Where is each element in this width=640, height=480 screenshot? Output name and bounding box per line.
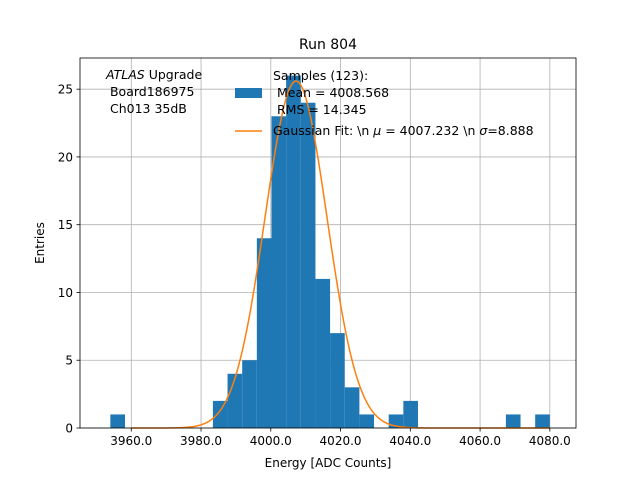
histogram-bar: [242, 360, 257, 428]
x-tick-label: 4040.0: [389, 434, 431, 448]
histogram-bar: [227, 373, 243, 428]
histogram-bars: [110, 75, 550, 429]
histogram-bar: [286, 75, 301, 428]
histogram-bar: [315, 278, 331, 428]
histogram-bar: [403, 400, 418, 428]
legend-samples-line-1: Samples (123):: [273, 68, 368, 83]
x-tick-label: 4080.0: [529, 434, 571, 448]
plot-frame: [79, 57, 577, 429]
y-tick-label: 20: [58, 150, 73, 164]
y-tick-label: 10: [58, 286, 73, 300]
legend-samples-line-2: Mean = 4008.568: [273, 85, 389, 100]
legend-samples-swatch: [235, 88, 262, 98]
histogram-bar: [271, 116, 287, 429]
annotation-line-1: ATLAS Upgrade: [105, 67, 202, 82]
annotation-line-2: Board186975: [106, 84, 194, 99]
x-tick-label: 3960.0: [110, 434, 152, 448]
x-axis-label: Energy [ADC Counts]: [265, 456, 392, 470]
annotation-line-3: Ch013 35dB: [106, 101, 187, 116]
histogram-bar: [359, 414, 375, 428]
histogram-bar: [344, 387, 360, 428]
x-tick-label: 4000.0: [250, 434, 292, 448]
histogram-bar: [110, 414, 125, 428]
x-tick-label: 3980.0: [180, 434, 222, 448]
grid: [80, 58, 576, 429]
legend: Samples (123): Mean = 4008.568 RMS = 14.…: [235, 68, 534, 138]
y-tick-label: 25: [58, 83, 73, 97]
y-tick-label: 15: [58, 218, 73, 232]
chart-title: Run 804: [299, 37, 357, 53]
x-tick-label: 4060.0: [459, 434, 501, 448]
legend-samples-line-3: RMS = 14.345: [273, 102, 367, 117]
histogram-bar: [330, 333, 345, 428]
legend-fit-label: Gaussian Fit: \n μ = 4007.232 \n σ=8.888: [273, 123, 534, 138]
atlas-annotation: ATLAS Upgrade Board186975 Ch013 35dB: [105, 67, 202, 116]
histogram-bar: [300, 102, 316, 428]
y-tick-label: 0: [65, 422, 73, 436]
histogram-bar: [535, 414, 550, 428]
x-tick-label: 4020.0: [320, 434, 362, 448]
y-axis-label: Entries: [33, 222, 47, 264]
x-axis-ticks: 3960.0 3980.0 4000.0 4020.0 4040.0 4060.0 4080…: [110, 428, 571, 448]
histogram-bar: [505, 414, 521, 428]
y-tick-label: 5: [65, 354, 73, 368]
histogram-bar: [212, 400, 228, 428]
y-axis-ticks: 0 5 10 15 20 25: [58, 83, 80, 436]
histogram-bar: [256, 238, 272, 428]
